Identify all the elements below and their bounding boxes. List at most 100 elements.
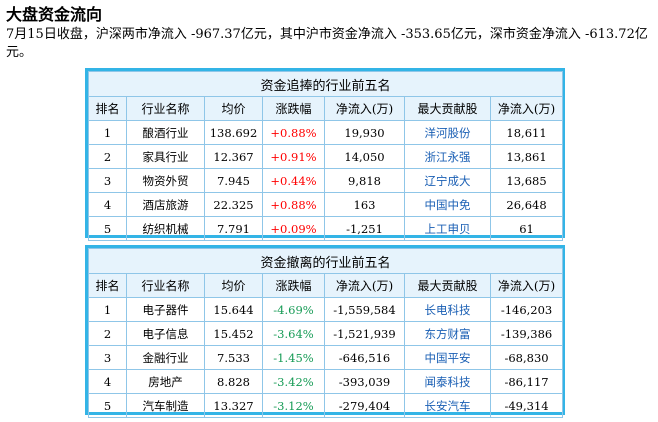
top-stock-link[interactable]: 上工申贝 (404, 216, 491, 241)
industry-cell: 汽车制造 (126, 393, 205, 418)
rank-cell: 3 (88, 345, 127, 370)
col-header-industry: 行业名称 (126, 273, 205, 298)
stock-inflow-cell: 18,611 (489, 120, 564, 145)
inflow-panel: 资金追捧的行业前五名 排名 行业名称 均价 涨跌幅 净流入(万) 最大贡献股 净… (85, 68, 565, 241)
rank-cell: 4 (88, 369, 127, 394)
net-inflow-cell: -1,521,939 (324, 321, 405, 346)
stock-inflow-cell: 26,648 (489, 192, 564, 217)
rank-cell: 2 (88, 321, 127, 346)
net-inflow-cell: 14,050 (324, 144, 405, 169)
rank-cell: 4 (88, 192, 127, 217)
stock-inflow-cell: -146,203 (489, 297, 564, 322)
net-inflow-cell: -1,559,584 (324, 297, 405, 322)
change-cell: +0.91% (262, 144, 325, 169)
avg-price-cell: 7.791 (204, 216, 263, 241)
industry-cell: 纺织机械 (126, 216, 205, 241)
rank-cell: 3 (88, 168, 127, 193)
net-inflow-cell: -393,039 (324, 369, 405, 394)
top-stock-link[interactable]: 中国中免 (404, 192, 491, 217)
change-cell: -3.42% (262, 369, 325, 394)
rank-cell: 5 (88, 393, 127, 418)
rank-cell: 1 (88, 120, 127, 145)
table-row: 2 电子信息 15.452 -3.64% -1,521,939 东方财富 -139,386 (88, 321, 564, 346)
industry-cell: 酒店旅游 (126, 192, 205, 217)
top-stock-link[interactable]: 闻泰科技 (404, 369, 491, 394)
avg-price-cell: 7.533 (204, 345, 263, 370)
avg-price-cell: 22.325 (204, 192, 263, 217)
rank-cell: 2 (88, 144, 127, 169)
col-header-rank: 排名 (88, 273, 127, 298)
industry-cell: 电子器件 (126, 297, 205, 322)
col-header-top-stock: 最大贡献股 (404, 273, 491, 298)
table-row: 5 纺织机械 7.791 +0.09% -1,251 上工申贝 61 (88, 216, 564, 241)
table-row: 3 物资外贸 7.945 +0.44% 9,818 辽宁成大 13,685 (88, 168, 564, 193)
avg-price-cell: 13.327 (204, 393, 263, 418)
table-row: 2 家具行业 12.367 +0.91% 14,050 浙江永强 13,861 (88, 144, 564, 169)
rank-cell: 5 (88, 216, 127, 241)
inflow-table: 资金追捧的行业前五名 排名 行业名称 均价 涨跌幅 净流入(万) 最大贡献股 净… (87, 71, 564, 241)
industry-cell: 电子信息 (126, 321, 205, 346)
outflow-table-caption: 资金撤离的行业前五名 (87, 248, 564, 274)
net-inflow-cell: 163 (324, 192, 405, 217)
avg-price-cell: 15.644 (204, 297, 263, 322)
avg-price-cell: 8.828 (204, 369, 263, 394)
industry-cell: 房地产 (126, 369, 205, 394)
col-header-avg-price: 均价 (204, 273, 263, 298)
table-row: 3 金融行业 7.533 -1.45% -646,516 中国平安 -68,830 (88, 345, 564, 370)
top-stock-link[interactable]: 长安汽车 (404, 393, 491, 418)
top-stock-link[interactable]: 长电科技 (404, 297, 491, 322)
col-header-change: 涨跌幅 (262, 273, 325, 298)
stock-inflow-cell: 61 (489, 216, 564, 241)
outflow-header-row: 排名 行业名称 均价 涨跌幅 净流入(万) 最大贡献股 净流入(万) (88, 273, 564, 298)
net-inflow-cell: -646,516 (324, 345, 405, 370)
outflow-panel: 资金撤离的行业前五名 排名 行业名称 均价 涨跌幅 净流入(万) 最大贡献股 净… (85, 245, 565, 418)
industry-cell: 家具行业 (126, 144, 205, 169)
stock-inflow-cell: -86,117 (489, 369, 564, 394)
change-cell: +0.88% (262, 120, 325, 145)
market-summary: 7月15日收盘，沪深两市净流入 -967.37亿元，其中沪市资金净流入 -353… (6, 27, 648, 60)
col-header-net-inflow: 净流入(万) (324, 96, 405, 121)
table-row: 5 汽车制造 13.327 -3.12% -279,404 长安汽车 -49,314 (88, 393, 564, 418)
change-cell: -3.12% (262, 393, 325, 418)
top-stock-link[interactable]: 洋河股份 (404, 120, 491, 145)
col-header-change: 涨跌幅 (262, 96, 325, 121)
table-row: 4 房地产 8.828 -3.42% -393,039 闻泰科技 -86,117 (88, 369, 564, 394)
col-header-industry: 行业名称 (126, 96, 205, 121)
stock-inflow-cell: -139,386 (489, 321, 564, 346)
stock-inflow-cell: -68,830 (489, 345, 564, 370)
page-title: 大盘资金流向 (6, 5, 103, 24)
table-row: 1 电子器件 15.644 -4.69% -1,559,584 长电科技 -146,203 (88, 297, 564, 322)
change-cell: -4.69% (262, 297, 325, 322)
avg-price-cell: 7.945 (204, 168, 263, 193)
net-inflow-cell: -279,404 (324, 393, 405, 418)
table-row: 4 酒店旅游 22.325 +0.88% 163 中国中免 26,648 (88, 192, 564, 217)
change-cell: +0.88% (262, 192, 325, 217)
change-cell: -3.64% (262, 321, 325, 346)
top-stock-link[interactable]: 中国平安 (404, 345, 491, 370)
inflow-header-row: 排名 行业名称 均价 涨跌幅 净流入(万) 最大贡献股 净流入(万) (88, 96, 564, 121)
avg-price-cell: 12.367 (204, 144, 263, 169)
avg-price-cell: 15.452 (204, 321, 263, 346)
col-header-avg-price: 均价 (204, 96, 263, 121)
top-stock-link[interactable]: 辽宁成大 (404, 168, 491, 193)
col-header-stock-inflow: 净流入(万) (489, 96, 564, 121)
rank-cell: 1 (88, 297, 127, 322)
net-inflow-cell: 9,818 (324, 168, 405, 193)
stock-inflow-cell: 13,861 (489, 144, 564, 169)
col-header-stock-inflow: 净流入(万) (489, 273, 564, 298)
inflow-table-caption: 资金追捧的行业前五名 (87, 71, 564, 97)
industry-cell: 物资外贸 (126, 168, 205, 193)
stock-inflow-cell: 13,685 (489, 168, 564, 193)
stock-inflow-cell: -49,314 (489, 393, 564, 418)
industry-cell: 金融行业 (126, 345, 205, 370)
top-stock-link[interactable]: 东方财富 (404, 321, 491, 346)
table-row: 1 酿酒行业 138.692 +0.88% 19,930 洋河股份 18,611 (88, 120, 564, 145)
avg-price-cell: 138.692 (204, 120, 263, 145)
col-header-rank: 排名 (88, 96, 127, 121)
change-cell: +0.09% (262, 216, 325, 241)
net-inflow-cell: 19,930 (324, 120, 405, 145)
industry-cell: 酿酒行业 (126, 120, 205, 145)
col-header-net-inflow: 净流入(万) (324, 273, 405, 298)
net-inflow-cell: -1,251 (324, 216, 405, 241)
top-stock-link[interactable]: 浙江永强 (404, 144, 491, 169)
